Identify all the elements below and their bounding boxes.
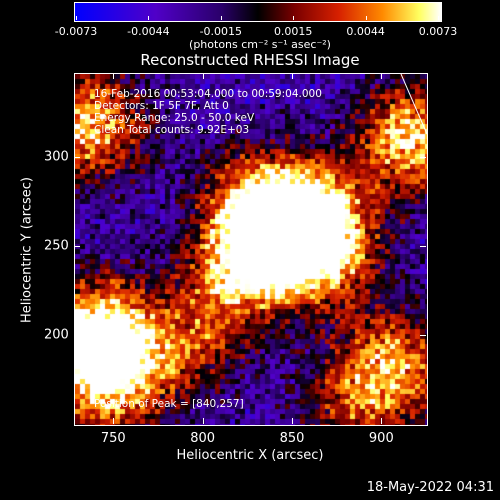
y-tick [74, 245, 80, 247]
y-tick-label: 300 [44, 149, 69, 165]
limb-line [400, 74, 427, 135]
x-tick-label: 900 [368, 431, 394, 446]
y-tick [420, 245, 426, 247]
y-tick-label: 250 [44, 238, 69, 254]
colorbar-unit-label: (photons cm⁻² s⁻¹ asec⁻²) [189, 38, 331, 51]
x-tick [202, 73, 204, 79]
colorbar-tick [220, 16, 222, 20]
colorbar-tick [76, 16, 77, 20]
heatmap-canvas [75, 74, 427, 425]
y-tick-label: 200 [44, 327, 69, 343]
time-range-text: 16-Feb-2016 00:53:04.000 to 00:59:04.000 [94, 88, 322, 100]
x-tick-label: 850 [279, 431, 305, 446]
image-plot [74, 73, 428, 426]
x-tick [202, 418, 204, 424]
y-tick [420, 334, 426, 336]
colorbar-tick-label: 0.0015 [273, 25, 313, 38]
clean-counts-text: Clean Total counts: 9.92E+03 [94, 124, 250, 136]
colorbar-tick-label: -0.0044 [127, 25, 170, 38]
colorbar-tick [438, 16, 439, 20]
y-tick [74, 334, 80, 336]
plot-title: Reconstructed RHESSI Image [140, 51, 360, 69]
y-axis-title: Heliocentric Y (arcsec) [19, 177, 35, 323]
colorbar-tick [293, 16, 295, 20]
y-tick [74, 156, 80, 158]
x-axis-title: Heliocentric X (arcsec) [176, 448, 324, 463]
colorbar-tick-label: -0.0073 [54, 25, 98, 38]
x-tick [381, 418, 383, 424]
colorbar-tick [365, 16, 367, 20]
energy-range-text: Energy Range: 25.0 - 50.0 keV [94, 112, 255, 124]
x-tick [113, 73, 115, 79]
colorbar-tick [148, 16, 150, 20]
colorbar-tick-label: -0.0015 [199, 25, 243, 38]
colorbar-tick-label: 0.0044 [346, 25, 385, 38]
colorbar-tick-label: 0.0073 [418, 25, 458, 38]
x-tick-label: 750 [100, 431, 126, 446]
colorbar [74, 2, 442, 22]
peak-position-text: Position of Peak = [840,257] [94, 398, 244, 410]
x-tick-label: 800 [190, 431, 216, 446]
x-tick [291, 73, 293, 79]
x-tick [113, 418, 115, 424]
x-tick [291, 418, 293, 424]
x-tick [381, 73, 383, 79]
detectors-text: Detectors: 1F 5F 7F, Att 0 [94, 100, 229, 112]
y-tick [420, 156, 426, 158]
footer-timestamp: 18-May-2022 04:31 [366, 480, 494, 495]
